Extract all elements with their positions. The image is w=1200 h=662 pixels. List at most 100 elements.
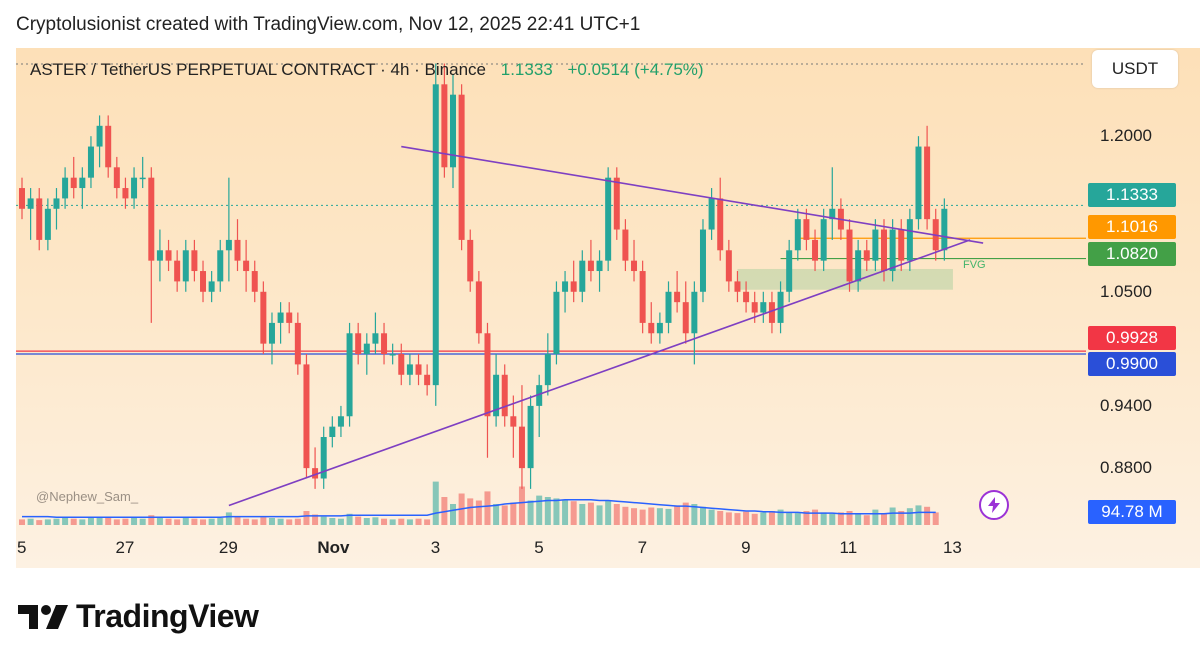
volume-bar (122, 518, 129, 525)
volume-bar (794, 513, 801, 525)
volume-bar (62, 518, 69, 525)
candle-body (544, 354, 551, 386)
volume-bar (605, 500, 612, 525)
chart-area[interactable] (16, 48, 1086, 568)
currency-button[interactable]: USDT (1092, 50, 1178, 88)
candle-body (820, 219, 827, 261)
candle-body (208, 281, 215, 292)
candle-body (493, 374, 500, 417)
chart-header: Cryptolusionist created with TradingView… (16, 14, 641, 35)
candle-body (398, 354, 405, 375)
x-tick-label: 3 (430, 538, 441, 557)
volume-bar (743, 511, 750, 525)
candle-body (889, 229, 896, 272)
volume-bar (924, 506, 931, 525)
price-label: 1.0820 (1088, 242, 1176, 266)
volume-bar (450, 504, 456, 525)
volume-bar (837, 512, 844, 525)
candle-body (562, 281, 569, 292)
volume-bar (156, 517, 163, 525)
candle-body (458, 94, 465, 240)
x-tick-label: 29 (218, 538, 238, 557)
candle-body (200, 271, 207, 292)
volume-bar (803, 511, 810, 525)
volume-bar (44, 519, 51, 525)
candle-body (639, 271, 646, 323)
candle-body (217, 250, 224, 282)
y-tick-label: 0.8800 (1100, 458, 1152, 478)
volume-bar (467, 498, 474, 525)
volume-bar (699, 506, 706, 525)
y-tick-label: 1.2000 (1100, 126, 1152, 146)
candle-body (613, 177, 620, 230)
volume-bar (329, 518, 336, 525)
volume-bar (734, 513, 741, 525)
symbol-title: ASTER / TetherUS PERPETUAL CONTRACT · 4h… (30, 60, 486, 79)
tradingview-logo-icon (18, 604, 68, 629)
symbol-legend: ASTER / TetherUS PERPETUAL CONTRACT · 4h… (30, 60, 704, 80)
volume-bar (415, 518, 422, 525)
candle-body (294, 322, 301, 365)
candle-body (648, 322, 655, 334)
volume-bar (570, 501, 577, 525)
candle-body (19, 188, 25, 209)
candle-body (596, 260, 603, 272)
y-tick-label: 1.0500 (1100, 281, 1152, 301)
candle-body (812, 239, 819, 261)
candle-body (725, 250, 732, 282)
price-axis[interactable] (1086, 48, 1200, 568)
candle-body (260, 291, 267, 344)
volume-bar (355, 516, 362, 525)
volume-bar (501, 505, 508, 525)
candle-body (277, 312, 284, 323)
candle-body (450, 94, 456, 168)
volume-label: 94.78 M (1088, 500, 1176, 524)
volume-bar (165, 518, 172, 525)
volume-bar (277, 518, 284, 525)
candle-body (924, 146, 931, 220)
volume-bar (527, 500, 534, 525)
volume-bar (786, 512, 793, 525)
flash-icon[interactable] (979, 490, 1009, 520)
candle-body (803, 219, 810, 240)
candle-body (234, 239, 241, 261)
volume-bar (906, 508, 913, 525)
volume-bar (372, 517, 379, 525)
volume-bar (587, 502, 594, 525)
x-tick-label: 9 (741, 538, 751, 557)
candle-body (518, 426, 525, 469)
volume-bar (751, 513, 758, 525)
volume-bar (432, 481, 439, 525)
volume-bar (708, 509, 715, 525)
volume-bar (717, 511, 724, 525)
price-label: 0.9900 (1088, 352, 1176, 376)
volume-bar (312, 514, 319, 525)
candle-body (329, 426, 336, 438)
price-label: 0.9928 (1088, 326, 1176, 350)
candle-body (501, 374, 508, 417)
volume-bar (898, 511, 905, 525)
volume-bar (829, 513, 836, 525)
volume-bar (777, 509, 784, 525)
volume-bar (872, 509, 879, 525)
volume-bar (200, 519, 207, 525)
candle-body (717, 198, 724, 251)
candle-body (467, 239, 474, 282)
volume-bar (363, 518, 370, 525)
volume-bar (182, 518, 189, 525)
volume-bar (656, 508, 663, 525)
price-label: 1.1333 (1088, 183, 1176, 207)
volume-bar (225, 512, 232, 525)
candle-body (44, 208, 51, 240)
candle-body (87, 146, 94, 178)
candle-body (751, 302, 758, 313)
tradingview-logo[interactable]: TradingView (18, 598, 259, 635)
volume-ma-line (22, 499, 936, 519)
volume-bar (217, 518, 224, 525)
candle-body (699, 229, 706, 292)
candle-body (251, 271, 258, 292)
x-tick-label: 13 (942, 538, 962, 557)
candle-body (174, 260, 181, 282)
candle-body (79, 177, 86, 189)
